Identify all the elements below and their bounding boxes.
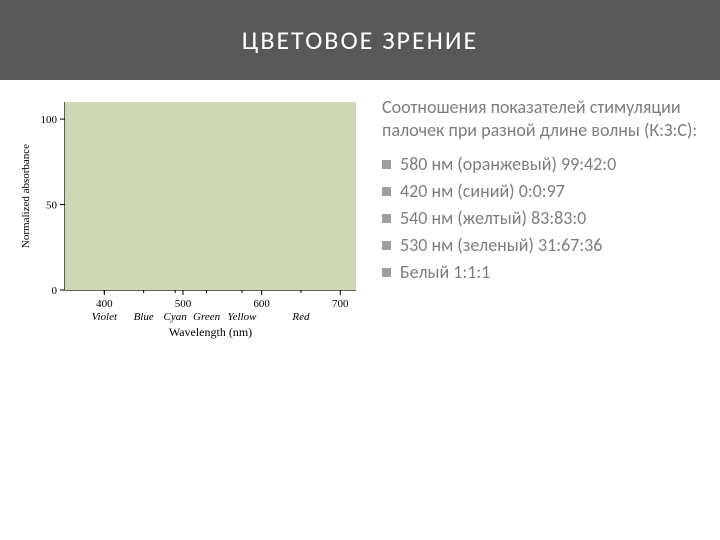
svg-text:0: 0: [52, 285, 58, 297]
bullet-item: 530 нм (зеленый) 31:67:36: [382, 232, 700, 259]
svg-text:Wavelength (nm): Wavelength (nm): [169, 325, 252, 339]
svg-text:400: 400: [96, 298, 113, 310]
svg-text:700: 700: [332, 298, 349, 310]
intro-text: Соотношения показателей стимуляции палоч…: [382, 96, 700, 141]
chart-plot-bg: [65, 102, 356, 290]
svg-text:Yellow: Yellow: [227, 311, 257, 323]
svg-text:Red: Red: [291, 311, 310, 323]
bullet-list: 580 нм (оранжевый) 99:42:0420 нм (синий)…: [382, 151, 700, 286]
chart-wrap: 0 50 100 Normalized absorbance 400 500 600 700 V…: [10, 90, 370, 355]
svg-text:500: 500: [175, 298, 192, 310]
svg-text:Violet: Violet: [92, 311, 118, 323]
svg-text:50: 50: [46, 200, 58, 212]
bullet-item: Белый 1:1:1: [382, 259, 700, 286]
svg-text:100: 100: [41, 114, 58, 126]
header-bar: ЦВЕТОВОЕ ЗРЕНИЕ: [0, 0, 720, 80]
chart-panel: 0 50 100 Normalized absorbance 400 500 600 700 V…: [10, 90, 370, 355]
svg-text:Green: Green: [193, 311, 221, 323]
text-panel: Соотношения показателей стимуляции палоч…: [370, 90, 700, 355]
bullet-item: 540 нм (желтый) 83:83:0: [382, 205, 700, 232]
svg-text:Normalized absorbance: Normalized absorbance: [20, 144, 32, 248]
page-title: ЦВЕТОВОЕ ЗРЕНИЕ: [242, 24, 479, 56]
bullet-item: 580 нм (оранжевый) 99:42:0: [382, 151, 700, 178]
bullet-item: 420 нм (синий) 0:0:97: [382, 178, 700, 205]
svg-text:Cyan: Cyan: [163, 311, 187, 323]
svg-text:600: 600: [253, 298, 270, 310]
svg-text:Blue: Blue: [134, 311, 154, 323]
content-row: 0 50 100 Normalized absorbance 400 500 600 700 V…: [0, 80, 720, 355]
